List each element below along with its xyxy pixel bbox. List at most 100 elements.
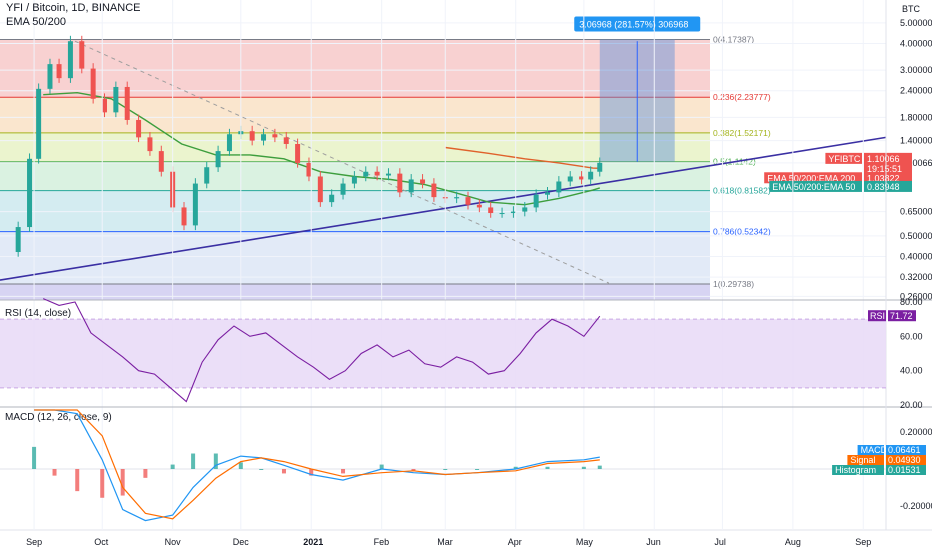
trendline [0,136,887,281]
price-axis-tick: 0.65000 [900,207,932,217]
fib-zone [0,231,710,284]
candle-body [408,179,414,193]
candle-body [340,183,346,195]
candle-body [567,176,573,182]
macd-title: MACD (12, 26, close, 9) [5,412,112,423]
time-axis-tick: Apr [508,537,522,547]
macd-axis-tick: 0.20000 [900,427,932,437]
time-axis-tick: Oct [94,537,109,547]
price-axis-tick: 0.40000 [900,252,932,262]
macd-tag-value: 0.01531 [888,465,921,475]
candle-body [488,207,494,214]
price-tag-value-box [864,152,912,164]
price-tag-value: 1.03822 [867,173,900,183]
macd-histogram-bar [443,469,448,470]
candle-body [102,98,108,113]
rsi-axis-tick: 80.00 [900,297,923,307]
price-axis-tick: 0.26000 [900,291,932,301]
macd-tag-value-box [886,445,926,455]
measure-label: 3.06968 (281.57%) 306968 [579,20,688,30]
fib-level-label: 0.236(2.23777) [713,92,771,102]
candle-body [56,64,62,79]
time-axis-tick: Feb [374,537,390,547]
fib-level-label: 0.618(0.81582) [713,186,771,196]
candle-body [579,176,585,180]
candle-body [385,173,391,176]
price-axis-tick: 3.00000 [900,65,932,75]
time-axis-tick: Jun [646,537,661,547]
candle-body [317,176,323,203]
rsi-tag-value: 71.72 [890,311,913,321]
macd-tag-label: Signal [850,455,875,465]
macd-histogram-bar [281,469,286,474]
ema50-line [43,91,601,206]
candle-body [47,64,53,89]
candle-body [192,183,198,226]
ema200-line [445,146,600,169]
candle-body [36,88,42,159]
macd-tag-label: Histogram [835,465,876,475]
rsi-tag-value-box [888,310,916,322]
candle-body [249,131,255,141]
macd-histogram-bar [379,464,384,469]
price-axis-tick: 1.40000 [900,136,932,146]
price-tag-label: EMA 50/200:EMA 50 [772,182,855,192]
candle-body [15,227,21,253]
candle-body [181,207,187,226]
price-tag-label-box [769,180,862,192]
symbol-title: YFI / Bitcoin, 1D, BINANCE [6,2,141,14]
candle-body [27,158,33,228]
candle-body [261,134,267,141]
candle-body [283,137,289,144]
rsi-line [42,298,601,403]
candle-body [204,167,210,184]
candle-body [329,194,335,203]
time-axis-tick: Aug [785,537,801,547]
fib-zone [0,132,710,162]
candle-body [215,151,221,168]
candle-body [522,207,528,212]
price-tag-label: YFIBTC [828,154,861,164]
candle-body [499,213,505,215]
candle-body [545,192,551,195]
fib-level-label: 0(4.17387) [713,35,754,45]
candle-body [374,171,380,176]
candle-body [79,41,85,69]
candle-body [588,171,594,180]
ema-legend-label: EMA 50/200 [6,16,66,28]
rsi-band [0,319,886,388]
price-tag-value: 0.83948 [867,182,900,192]
candle-body [67,41,73,79]
rsi-axis-tick: 20.00 [900,400,923,410]
fib-zone-lower [0,283,710,300]
candle-body [420,179,426,184]
currency-label: BTC [902,4,921,14]
chart-legend: YFI / Bitcoin, 1D, BINANCE [6,2,140,14]
candle-body [295,143,301,163]
candle-body [272,134,278,138]
macd-tag-value: 0.04930 [888,455,921,465]
price-axis-tick: 1.10066 [900,158,932,168]
candle-body [226,134,232,152]
macd-tag-label-box [857,445,884,455]
ema-legend: EMA 50/200 [6,16,66,28]
time-axis-tick: Nov [165,537,182,547]
price-axis-tick: 4.00000 [900,38,932,48]
macd-tag-label-box [847,455,884,465]
price-tag-label-box [825,152,862,164]
signal-line [34,409,600,520]
price-tag-value-box [864,180,912,192]
macd-tag-value-box [886,455,926,465]
price-axis-tick: 0.50000 [900,231,932,241]
macd-histogram-bar [545,466,550,469]
price-axis-tick: 1.80000 [900,112,932,122]
candle-body [306,162,312,177]
candle-body [476,204,482,208]
rsi-tag-label: RSI [870,311,885,321]
fib-level-label: 0.786(0.52342) [713,227,771,237]
time-axis-tick: 2021 [303,537,323,547]
fib-level-label: 1(0.29738) [713,279,754,289]
rsi-tag-label-box [868,310,886,322]
macd-histogram-bar [32,446,37,469]
